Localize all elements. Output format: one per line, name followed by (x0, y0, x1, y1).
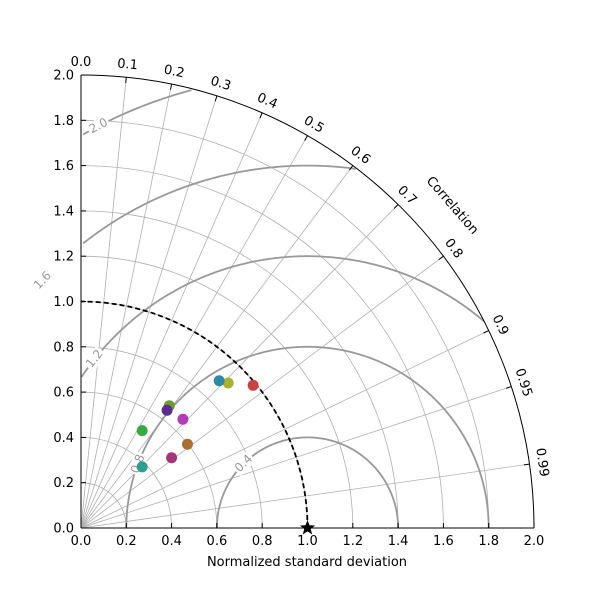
std-grid-arc (80, 119, 490, 529)
corr-tick-label: 0.5 (301, 113, 326, 136)
rms-contour-label: 0.4 (232, 451, 255, 474)
x-tick-label: 1.6 (433, 534, 454, 549)
reference-star-marker (299, 520, 316, 535)
corr-tick-mark (523, 463, 530, 466)
data-point (136, 425, 148, 437)
y-tick-label: 0.8 (53, 340, 74, 355)
rms-contour (81, 255, 485, 378)
y-tick-label: 2.0 (53, 69, 74, 84)
y-tick-label: 0.6 (53, 386, 74, 401)
reference-marker (299, 520, 316, 535)
corr-tick-label: 0.2 (162, 63, 185, 82)
x-tick-label: 1.0 (297, 534, 318, 549)
correlation-axis-label: Correlation (423, 174, 481, 238)
data-point (161, 404, 173, 416)
rms-contour (82, 164, 356, 245)
corr-tick-mark (483, 330, 489, 334)
y-tick-label: 1.8 (53, 114, 74, 129)
data-point (247, 379, 259, 391)
std-grid-arc (80, 482, 127, 529)
corr-tick-mark (214, 95, 218, 102)
data-points (136, 375, 259, 473)
corr-tick-mark (125, 77, 127, 83)
y-tick-label: 1.2 (53, 250, 74, 265)
y-tick-label: 1.0 (53, 295, 74, 310)
std-grid-arc (80, 210, 399, 529)
data-point (181, 438, 193, 450)
corr-tick-label: 0.9 (489, 313, 512, 338)
corr-tick-label: 0.99 (532, 447, 551, 478)
std-grid-arc (80, 255, 354, 529)
corr-tick-mark (393, 204, 399, 209)
x-tick-label: 0.6 (207, 534, 228, 549)
x-tick-label: 0.4 (161, 534, 182, 549)
std-grid-arc (80, 391, 218, 529)
corr-tick-mark (259, 112, 263, 119)
std-grid-arc (80, 346, 263, 529)
rms-label-bg (231, 450, 257, 477)
x-tick-label: 1.2 (342, 534, 363, 549)
y-tick-label: 1.6 (53, 159, 74, 174)
corr-tick-label: 0.1 (117, 56, 139, 73)
rms-label-bg (85, 114, 112, 138)
rms-contour-label: 1.6 (31, 268, 54, 292)
corr-tick-mark (505, 386, 512, 389)
reference-std-arc (80, 300, 309, 529)
corr-tick-mark (438, 255, 444, 260)
corr-tick-mark (169, 84, 173, 90)
corr-tick-label: 0.4 (255, 90, 280, 112)
y-tick-label: 1.4 (53, 204, 74, 219)
x-tick-label: 1.4 (388, 534, 409, 549)
rms-contour (125, 345, 490, 528)
data-point (136, 461, 148, 473)
correlation-grid (80, 77, 530, 529)
data-point (222, 377, 234, 389)
corr-tick-mark (349, 165, 354, 171)
data-point (213, 375, 225, 387)
rms-label-bg (30, 267, 56, 294)
axes-frame (80, 74, 535, 529)
x-axis-label: Normalized standard deviation (207, 555, 407, 570)
y-tick-label: 0.2 (53, 476, 74, 491)
y-tick-label: 0.0 (53, 522, 74, 537)
rms-contours: 0.40.81.21.62.0 (30, 89, 490, 529)
x-tick-label: 2.0 (524, 534, 545, 549)
corr-tick-label: 0.95 (512, 367, 535, 399)
x-tick-label: 0.8 (252, 534, 273, 549)
corr-tick-mark (304, 135, 308, 141)
rms-contour (216, 436, 399, 528)
x-tick-label: 1.8 (478, 534, 499, 549)
x-tick-label: 0.2 (116, 534, 137, 549)
rms-label-bg (82, 345, 108, 372)
data-point (177, 413, 189, 425)
x-tick-label: 0.0 (71, 534, 92, 549)
std-grid-arc (80, 165, 444, 529)
corr-tick-label: 0.3 (209, 74, 233, 95)
corr-tick-label: 0.0 (71, 55, 92, 70)
axis-ticks: 0.00.00.20.20.40.40.60.60.80.81.01.01.21… (53, 55, 551, 549)
y-tick-label: 0.4 (53, 431, 74, 446)
data-point (166, 452, 178, 464)
outer-correlation-arc (80, 74, 535, 529)
